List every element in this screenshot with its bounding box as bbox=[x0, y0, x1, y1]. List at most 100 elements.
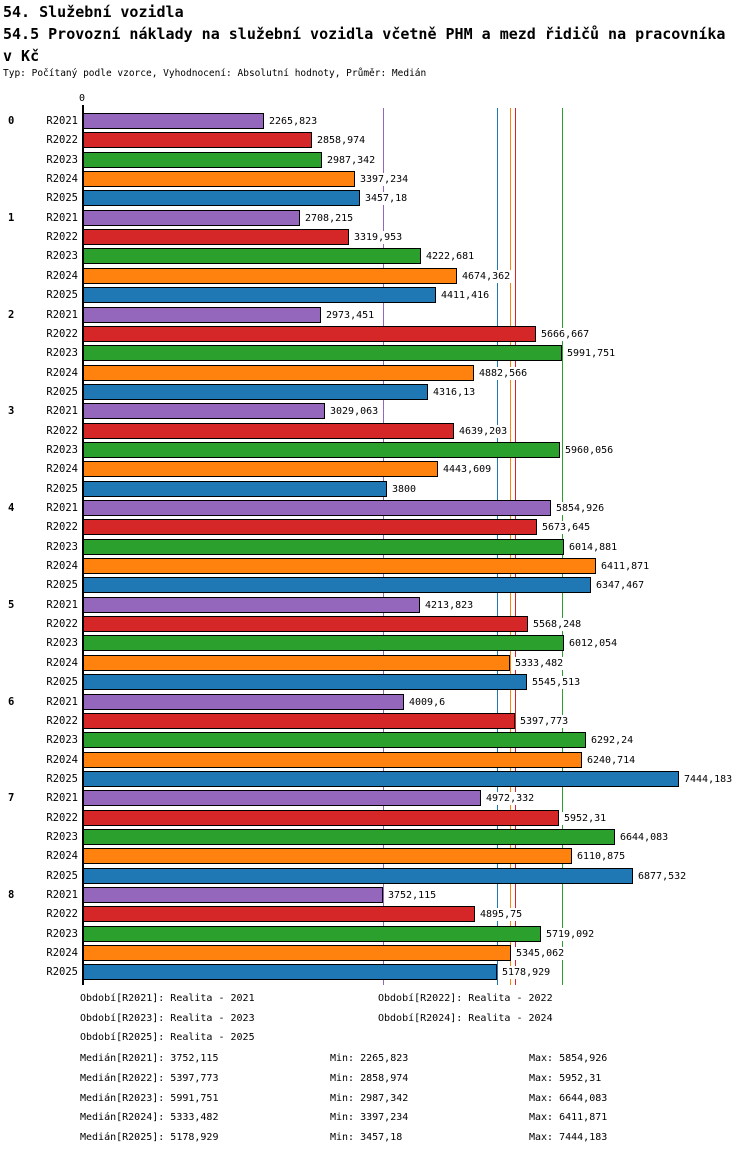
report-title: 54. Služební vozidla bbox=[3, 3, 184, 21]
series-label-r2021: R2021 bbox=[46, 792, 78, 804]
bar-value-label: 3800 bbox=[390, 483, 419, 496]
series-label-r2023: R2023 bbox=[46, 928, 78, 940]
stat-max-r2022: Max: 5952,31 bbox=[529, 1073, 602, 1084]
bar-value-label: 4316,13 bbox=[431, 386, 478, 399]
bar-4-r2024 bbox=[83, 558, 596, 574]
series-label-r2024: R2024 bbox=[46, 270, 78, 282]
bar-6-r2023 bbox=[83, 732, 586, 748]
bar-8-r2021 bbox=[83, 887, 383, 903]
series-label-r2022: R2022 bbox=[46, 521, 78, 533]
bar-1-r2021 bbox=[83, 210, 300, 226]
legend-item-r2025: Období[R2025]: Realita - 2025 bbox=[80, 1032, 255, 1043]
bar-5-r2023 bbox=[83, 635, 564, 651]
bar-value-label: 5719,092 bbox=[544, 928, 597, 941]
bar-value-label: 6110,875 bbox=[575, 850, 628, 863]
legend-item-r2023: Období[R2023]: Realita - 2023 bbox=[80, 1013, 255, 1024]
series-label-r2021: R2021 bbox=[46, 696, 78, 708]
series-label-r2023: R2023 bbox=[46, 347, 78, 359]
series-label-r2025: R2025 bbox=[46, 483, 78, 495]
stat-min-r2025: Min: 3457,18 bbox=[330, 1132, 403, 1143]
bar-1-r2025 bbox=[83, 287, 436, 303]
bar-3-r2024 bbox=[83, 461, 438, 477]
group-label-1: 1 bbox=[8, 212, 15, 224]
series-label-r2021: R2021 bbox=[46, 599, 78, 611]
series-label-r2024: R2024 bbox=[46, 850, 78, 862]
bar-value-label: 4674,362 bbox=[460, 270, 513, 283]
bar-value-label: 5345,062 bbox=[514, 947, 567, 960]
legend-item-r2021: Období[R2021]: Realita - 2021 bbox=[80, 993, 255, 1004]
bar-5-r2025 bbox=[83, 674, 527, 690]
bar-6-r2022 bbox=[83, 713, 515, 729]
bar-value-label: 7444,183 bbox=[682, 773, 735, 786]
bar-5-r2024 bbox=[83, 655, 510, 671]
series-label-r2025: R2025 bbox=[46, 870, 78, 882]
bar-6-r2024 bbox=[83, 752, 582, 768]
group-label-2: 2 bbox=[8, 309, 15, 321]
bar-3-r2022 bbox=[83, 423, 454, 439]
bar-0-r2023 bbox=[83, 152, 322, 168]
bar-8-r2023 bbox=[83, 926, 541, 942]
series-label-r2022: R2022 bbox=[46, 618, 78, 630]
stat-median-r2021: Medián[R2021]: 3752,115 bbox=[80, 1053, 219, 1064]
series-label-r2023: R2023 bbox=[46, 637, 78, 649]
series-label-r2023: R2023 bbox=[46, 734, 78, 746]
series-label-r2021: R2021 bbox=[46, 889, 78, 901]
stat-min-r2022: Min: 2858,974 bbox=[330, 1073, 409, 1084]
series-label-r2025: R2025 bbox=[46, 966, 78, 978]
group-label-7: 7 bbox=[8, 792, 15, 804]
bar-value-label: 6014,881 bbox=[567, 541, 620, 554]
y-axis-line bbox=[82, 105, 84, 985]
bar-value-label: 5854,926 bbox=[554, 502, 607, 515]
series-label-r2024: R2024 bbox=[46, 463, 78, 475]
series-label-r2024: R2024 bbox=[46, 367, 78, 379]
bar-value-label: 5397,773 bbox=[518, 715, 571, 728]
bar-0-r2025 bbox=[83, 190, 360, 206]
group-label-5: 5 bbox=[8, 599, 15, 611]
bar-7-r2023 bbox=[83, 829, 615, 845]
series-label-r2021: R2021 bbox=[46, 502, 78, 514]
stat-max-r2023: Max: 6644,083 bbox=[529, 1093, 608, 1104]
stat-median-r2024: Medián[R2024]: 5333,482 bbox=[80, 1112, 219, 1123]
group-label-8: 8 bbox=[8, 889, 15, 901]
bar-4-r2021 bbox=[83, 500, 551, 516]
bar-4-r2023 bbox=[83, 539, 564, 555]
bar-value-label: 4895,75 bbox=[478, 908, 525, 921]
series-label-r2025: R2025 bbox=[46, 676, 78, 688]
bar-value-label: 5960,056 bbox=[563, 444, 616, 457]
series-label-r2024: R2024 bbox=[46, 657, 78, 669]
bar-value-label: 4639,203 bbox=[457, 425, 510, 438]
bar-6-r2021 bbox=[83, 694, 404, 710]
bar-7-r2024 bbox=[83, 848, 572, 864]
series-label-r2022: R2022 bbox=[46, 425, 78, 437]
stat-median-r2022: Medián[R2022]: 5397,773 bbox=[80, 1073, 219, 1084]
bar-value-label: 5178,929 bbox=[500, 966, 553, 979]
bar-value-label: 4443,609 bbox=[441, 463, 494, 476]
series-label-r2024: R2024 bbox=[46, 947, 78, 959]
series-label-r2022: R2022 bbox=[46, 328, 78, 340]
series-label-r2021: R2021 bbox=[46, 405, 78, 417]
bar-2-r2024 bbox=[83, 365, 474, 381]
bar-value-label: 3752,115 bbox=[386, 889, 439, 902]
group-label-6: 6 bbox=[8, 696, 15, 708]
series-label-r2022: R2022 bbox=[46, 231, 78, 243]
bar-value-label: 4972,332 bbox=[484, 792, 537, 805]
series-label-r2025: R2025 bbox=[46, 192, 78, 204]
stat-min-r2021: Min: 2265,823 bbox=[330, 1053, 409, 1064]
bar-1-r2022 bbox=[83, 229, 349, 245]
series-label-r2021: R2021 bbox=[46, 212, 78, 224]
bar-value-label: 3457,18 bbox=[363, 192, 410, 205]
stat-min-r2024: Min: 3397,234 bbox=[330, 1112, 409, 1123]
bar-value-label: 6292,24 bbox=[589, 734, 636, 747]
bar-value-label: 4411,416 bbox=[439, 289, 492, 302]
bar-7-r2025 bbox=[83, 868, 633, 884]
stat-max-r2024: Max: 6411,871 bbox=[529, 1112, 608, 1123]
series-label-r2022: R2022 bbox=[46, 812, 78, 824]
bar-5-r2021 bbox=[83, 597, 420, 613]
bar-value-label: 6644,083 bbox=[618, 831, 671, 844]
bar-8-r2024 bbox=[83, 945, 511, 961]
bar-value-label: 5568,248 bbox=[531, 618, 584, 631]
series-label-r2023: R2023 bbox=[46, 444, 78, 456]
bar-7-r2022 bbox=[83, 810, 559, 826]
bar-5-r2022 bbox=[83, 616, 528, 632]
